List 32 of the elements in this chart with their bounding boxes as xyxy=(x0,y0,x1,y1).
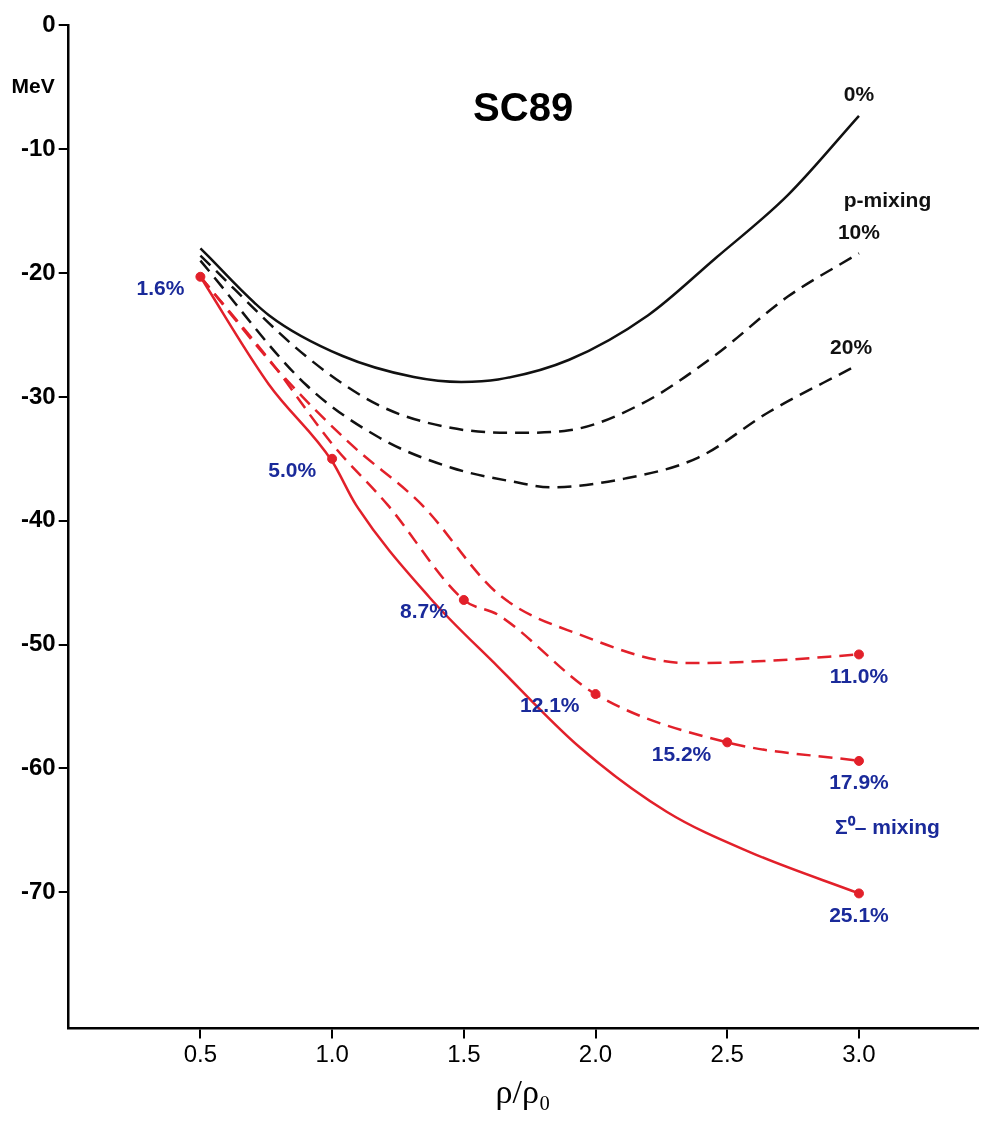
series-label: 10% xyxy=(837,219,881,243)
point xyxy=(722,737,733,748)
x-tick-label: 1.0 xyxy=(315,1040,349,1068)
y-tick-label: -10 xyxy=(21,133,56,161)
annotation: 25.1% xyxy=(829,902,890,926)
annotation: 17.9% xyxy=(829,770,890,794)
point xyxy=(853,649,864,660)
y-axis-title: MeV xyxy=(11,74,55,98)
y-tick-label: -30 xyxy=(21,381,56,409)
y-tick-label: -20 xyxy=(21,257,56,285)
x-axis-title: ρ/ρ₀ xyxy=(495,1072,551,1110)
y-tick-label: -60 xyxy=(21,752,56,780)
x-tick-label: 3.0 xyxy=(842,1040,876,1068)
point xyxy=(853,755,864,766)
annotation: p-mixing xyxy=(843,187,932,211)
y-tick-label: -40 xyxy=(21,505,56,533)
y-tick-label: 0 xyxy=(42,10,56,38)
text: SC89 xyxy=(473,85,574,130)
annotation: 5.0% xyxy=(268,458,317,482)
annotation: 1.6% xyxy=(136,276,185,300)
x-tick-label: 1.5 xyxy=(447,1040,481,1068)
annotation: 15.2% xyxy=(651,741,712,765)
x-tick-label: 0.5 xyxy=(183,1040,218,1068)
annotation: 11.0% xyxy=(829,663,889,687)
x-tick-label: 2.0 xyxy=(578,1040,613,1068)
x-tick-label: 2.5 xyxy=(710,1040,744,1068)
point xyxy=(458,594,469,605)
y-tick-label: -50 xyxy=(21,629,56,657)
series-label: 0% xyxy=(843,82,875,106)
annotation: Σ⁰– mixing xyxy=(835,814,940,838)
y-tick-label: -70 xyxy=(21,876,56,904)
series-label: 20% xyxy=(830,334,873,358)
